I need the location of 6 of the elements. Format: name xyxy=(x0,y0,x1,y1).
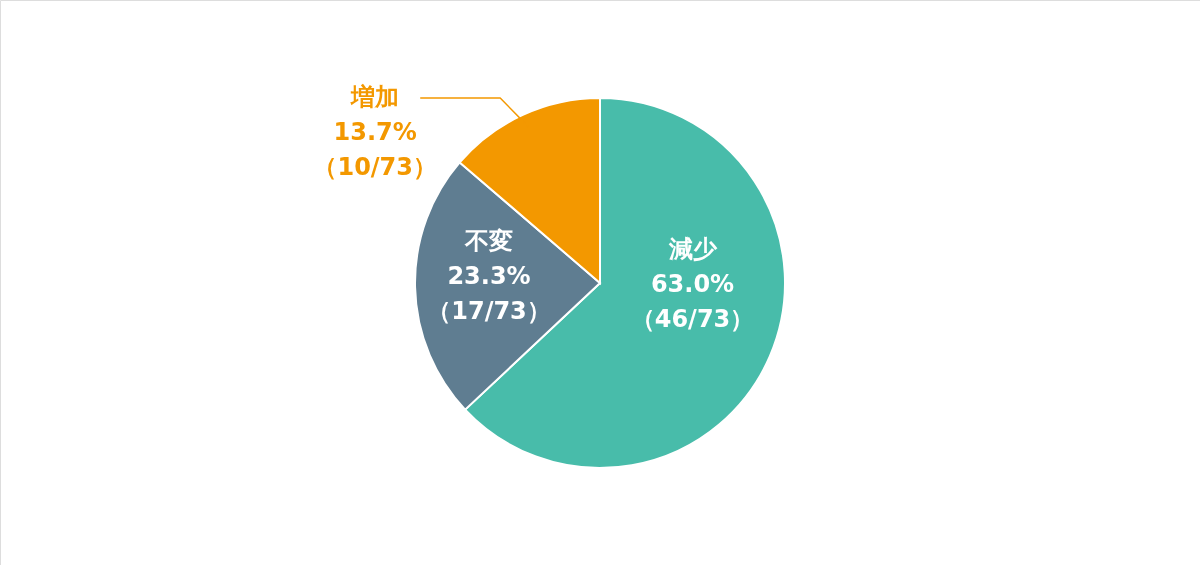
slice-label: 不変 xyxy=(464,227,514,256)
slice-label: 増加 xyxy=(350,83,400,111)
data-label: 23.3% （17/73） xyxy=(427,262,551,326)
data-label: 13.7% （10/73） xyxy=(313,118,437,181)
slice-label: 減少 xyxy=(667,235,718,263)
data-label: 63.0% （46/73） xyxy=(630,270,755,333)
